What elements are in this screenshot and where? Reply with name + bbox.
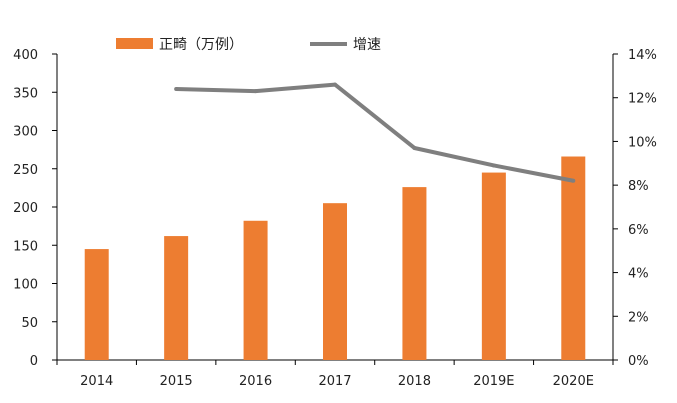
- bar-2020E: [561, 156, 586, 360]
- growth-point-2015: [174, 86, 179, 91]
- right-tick-label: 2%: [628, 310, 649, 325]
- right-tick-label: 10%: [628, 135, 657, 150]
- growth-point-2016: [253, 89, 258, 94]
- left-tick-label: 100: [13, 278, 38, 293]
- x-tick-label: 2018: [398, 374, 431, 389]
- right-tick-label: 14%: [628, 48, 657, 63]
- x-tick-label: 2015: [160, 374, 193, 389]
- x-tick-label: 2014: [80, 374, 113, 389]
- bar-2016: [243, 220, 268, 360]
- left-tick-label: 50: [21, 316, 38, 331]
- growth-line: [176, 82, 574, 183]
- legend-line-label: 增速: [353, 37, 381, 53]
- plot-area: 0 50 100 150 200 250 300 350 400 0% 2% 4% 6% 8% 10% 12%…: [13, 48, 657, 389]
- left-tick-label: 0: [30, 354, 38, 369]
- x-tick-label: 2019E: [473, 374, 514, 389]
- x-tick-label: 2020E: [553, 374, 594, 389]
- right-tick-label: 4%: [628, 267, 649, 282]
- left-tick-label: 250: [13, 163, 38, 178]
- left-tick-label: 150: [13, 239, 38, 254]
- x-tick-label: 2016: [239, 374, 272, 389]
- right-tick-label: 12%: [628, 92, 657, 107]
- bar-2019E: [481, 172, 506, 360]
- right-tick-label: 8%: [628, 179, 649, 194]
- bar-2014: [84, 249, 109, 360]
- right-tick-label: 6%: [628, 223, 649, 238]
- legend-bar-label: 正畸（万例）: [159, 37, 243, 53]
- x-tick-label: 2017: [318, 374, 351, 389]
- bar-2018: [402, 187, 427, 360]
- legend: 正畸（万例） 增速: [116, 37, 381, 53]
- legend-bar-swatch: [116, 38, 153, 49]
- bar-2017: [323, 203, 347, 360]
- bar-2015: [164, 236, 189, 360]
- growth-point-2018: [412, 145, 417, 150]
- right-tick-label: 0%: [628, 354, 649, 369]
- growth-point-2020E: [571, 178, 576, 183]
- left-tick-label: 350: [13, 86, 38, 101]
- left-tick-label: 400: [13, 48, 38, 63]
- left-tick-label: 200: [13, 201, 38, 216]
- growth-point-2019E: [491, 163, 496, 168]
- left-tick-label: 300: [13, 125, 38, 140]
- growth-point-2017: [333, 82, 337, 87]
